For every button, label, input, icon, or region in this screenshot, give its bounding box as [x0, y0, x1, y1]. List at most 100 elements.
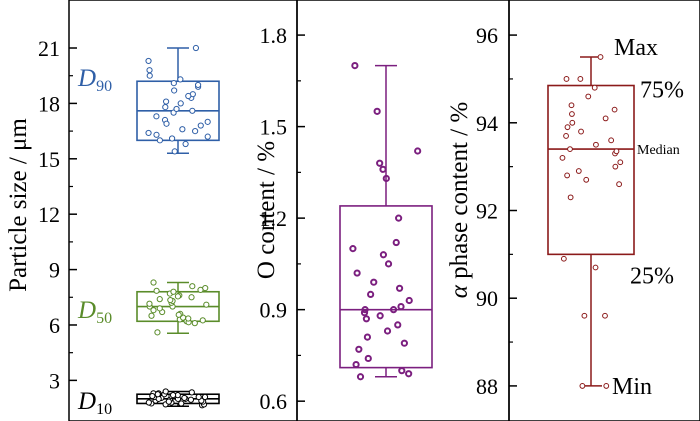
- y-axis-title-alpha: α: [446, 284, 473, 298]
- data-point: [351, 61, 359, 70]
- data-point: [352, 360, 360, 369]
- data-point: [370, 278, 378, 286]
- data-point: [611, 106, 618, 113]
- data-point: [163, 120, 170, 127]
- data-point: [563, 76, 570, 82]
- data-point: [567, 146, 573, 153]
- data-point: [204, 118, 211, 125]
- data-point: [153, 113, 160, 120]
- data-point: [349, 245, 357, 253]
- y-tick-label: 15: [38, 147, 60, 172]
- data-point: [156, 137, 164, 144]
- data-point: [197, 122, 204, 129]
- data-point: [154, 329, 161, 336]
- y-tick-label: 0.9: [260, 298, 288, 323]
- data-point: [612, 163, 619, 170]
- y-tick-label: 6: [49, 313, 60, 338]
- data-point: [395, 214, 403, 222]
- data-point: [173, 105, 180, 113]
- data-point: [203, 301, 210, 308]
- y-axis-title: α phase content / %: [446, 102, 473, 298]
- data-point: [202, 284, 209, 292]
- iqr-box: [547, 84, 635, 256]
- data-point: [382, 174, 390, 183]
- data-point: [145, 399, 152, 406]
- box-plots: [339, 61, 433, 381]
- data-point: [362, 315, 371, 323]
- data-point: [187, 396, 195, 403]
- data-point: [583, 176, 590, 183]
- data-point: [569, 111, 575, 117]
- data-point: [178, 400, 185, 407]
- y-tick-label: 1.5: [260, 115, 288, 140]
- data-point: [189, 283, 196, 290]
- max-annotation: Max: [614, 35, 658, 61]
- data-point: [376, 159, 384, 167]
- data-point: [191, 320, 198, 327]
- data-point: [154, 391, 161, 398]
- data-point: [602, 115, 609, 122]
- data-point: [188, 389, 195, 396]
- data-point: [585, 93, 592, 100]
- data-point: [162, 98, 170, 105]
- data-point: [564, 172, 571, 179]
- data-point: [188, 294, 195, 301]
- y-tick-label: 18: [38, 91, 60, 116]
- data-point: [591, 84, 598, 91]
- data-point: [593, 141, 599, 148]
- box-series-D50: D50: [77, 279, 220, 336]
- min-annotation: Min: [612, 374, 652, 400]
- y-axis-ticks: 88 90 92 94 96: [476, 23, 517, 399]
- data-point: [384, 260, 393, 268]
- data-point: [177, 76, 184, 83]
- data-point: [175, 311, 182, 318]
- y-axis-title: O content / %: [253, 141, 280, 279]
- data-point: [149, 392, 156, 400]
- data-point: [575, 168, 582, 174]
- box-series-series-0: [547, 54, 635, 389]
- data-point: [395, 284, 404, 292]
- data-point: [592, 264, 599, 271]
- data-point: [353, 269, 361, 277]
- data-point: [392, 238, 400, 247]
- data-point: [201, 393, 209, 401]
- data-point: [617, 159, 624, 166]
- series-label-sub: 50: [96, 310, 112, 327]
- data-point: [156, 296, 163, 303]
- data-point: [179, 126, 186, 133]
- y-tick-label: 12: [38, 202, 60, 227]
- box-annotations: Max 75% Median 25% Min: [612, 35, 684, 400]
- data-point: [405, 370, 413, 378]
- y-tick-label: 9: [49, 258, 60, 283]
- y-tick-label: 96: [476, 23, 498, 48]
- data-point: [578, 128, 584, 135]
- y-tick-label: 88: [476, 374, 498, 399]
- data-point: [613, 148, 620, 155]
- data-point: [168, 135, 176, 142]
- panel-o-content: 0.6 0.9 1.2 1.5 1.8 O content / %: [253, 0, 510, 421]
- y-tick-label: 1.8: [260, 23, 288, 48]
- data-point: [568, 102, 575, 109]
- data-point: [156, 305, 163, 312]
- y-tick-label: 94: [476, 111, 498, 136]
- data-point: [397, 302, 405, 311]
- series-label-sub: 90: [96, 78, 112, 95]
- data-point: [579, 383, 586, 389]
- data-point: [182, 140, 189, 148]
- box-series-D10: D10: [77, 388, 220, 418]
- data-point: [145, 129, 152, 137]
- data-point: [577, 76, 584, 82]
- data-point: [174, 293, 182, 300]
- data-point: [360, 309, 369, 317]
- data-point: [199, 317, 206, 324]
- data-point: [379, 165, 387, 173]
- data-point: [162, 388, 169, 395]
- series-label-main: D: [77, 297, 96, 324]
- y-tick-label: 21: [38, 36, 60, 61]
- median-annotation: Median: [637, 143, 680, 158]
- data-point: [405, 296, 413, 305]
- data-point: [373, 107, 381, 115]
- data-point: [195, 393, 202, 401]
- y-axis-ticks: 3 6 9 12 15 18 21: [38, 36, 77, 393]
